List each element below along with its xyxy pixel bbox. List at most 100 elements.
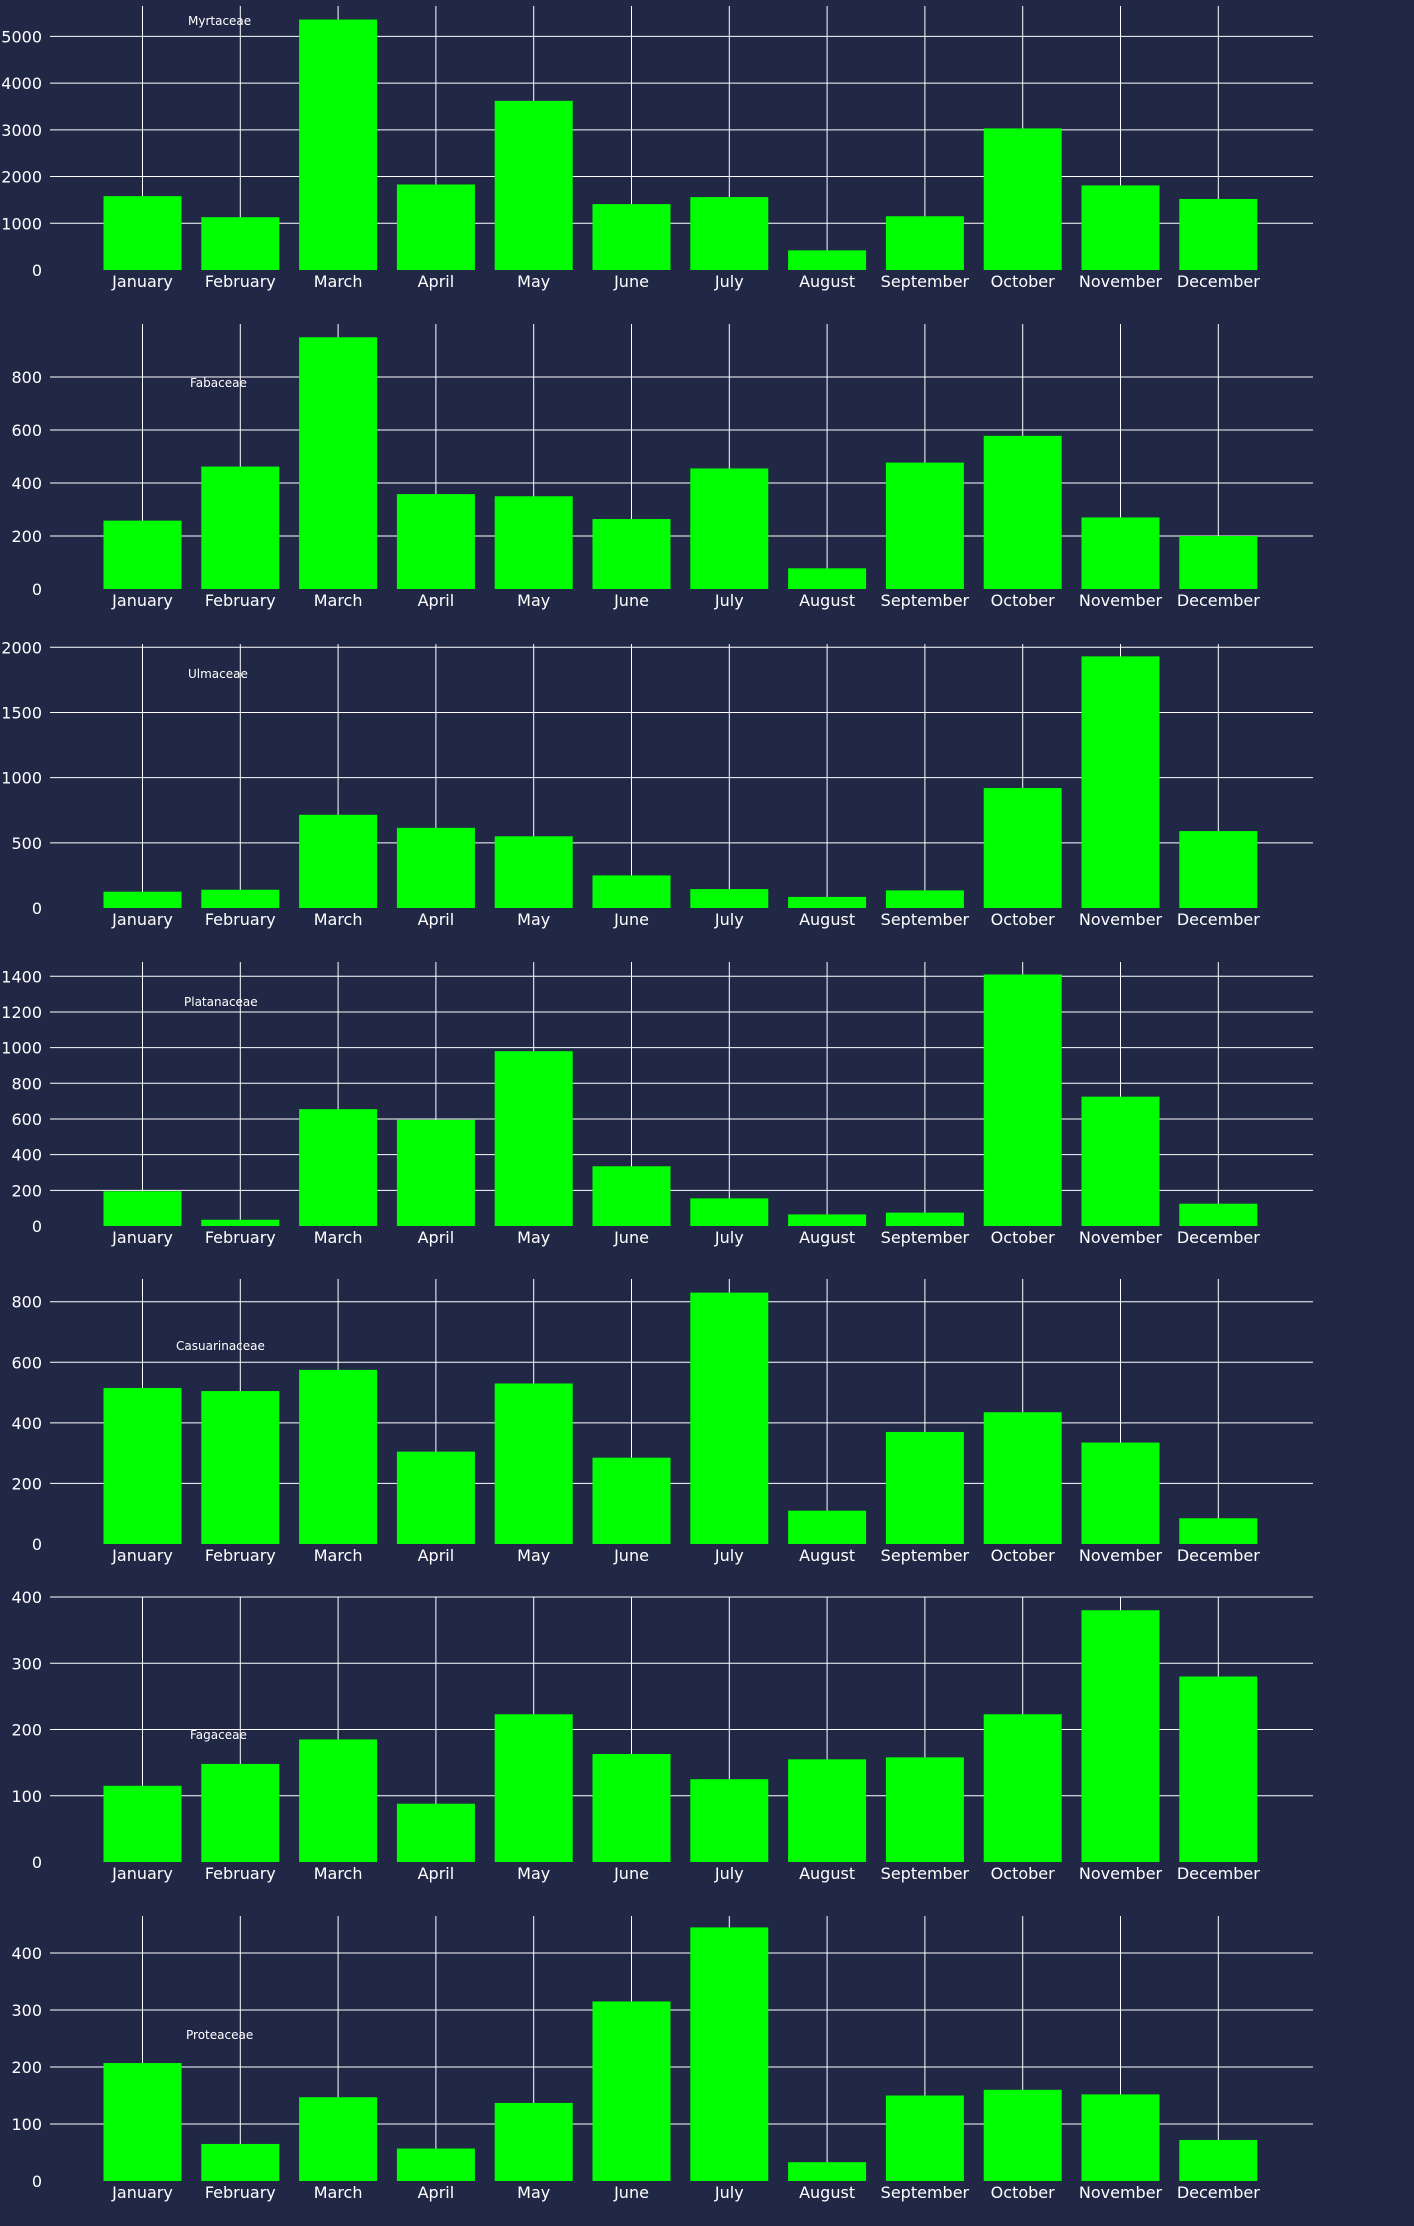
x-tick-label: January bbox=[111, 1546, 173, 1565]
y-tick-label: 4000 bbox=[1, 74, 42, 93]
bar-july bbox=[690, 1198, 769, 1226]
bar-august bbox=[788, 568, 867, 589]
bar-march bbox=[299, 1369, 378, 1544]
x-tick-label: April bbox=[418, 1546, 455, 1565]
bar-may bbox=[494, 836, 573, 908]
bar-april bbox=[396, 2148, 475, 2181]
x-tick-label: September bbox=[881, 2183, 970, 2202]
bar-june bbox=[592, 875, 671, 908]
x-tick-label: August bbox=[799, 272, 855, 291]
bar-may bbox=[494, 2102, 573, 2181]
x-tick-label: September bbox=[881, 910, 970, 929]
x-tick-label: November bbox=[1079, 910, 1163, 929]
bar-december bbox=[1179, 831, 1258, 908]
y-tick-label: 800 bbox=[11, 1293, 42, 1312]
x-tick-label: April bbox=[418, 1864, 455, 1883]
bar-june bbox=[592, 204, 671, 270]
x-tick-label: December bbox=[1177, 1228, 1260, 1247]
bar-october bbox=[983, 788, 1062, 908]
bar-december bbox=[1179, 1203, 1258, 1226]
x-tick-label: February bbox=[205, 1864, 276, 1883]
x-tick-label: November bbox=[1079, 1228, 1163, 1247]
bar-june bbox=[592, 519, 671, 589]
y-tick-label: 0 bbox=[32, 2172, 42, 2191]
bar-january bbox=[103, 1191, 182, 1226]
y-tick-label: 100 bbox=[11, 1787, 42, 1806]
x-tick-label: September bbox=[881, 1228, 970, 1247]
y-tick-label: 0 bbox=[32, 899, 42, 918]
y-tick-label: 400 bbox=[11, 1146, 42, 1165]
y-tick-label: 300 bbox=[11, 2001, 42, 2020]
bar-august bbox=[788, 896, 867, 908]
bar-april bbox=[396, 184, 475, 270]
y-tick-label: 400 bbox=[11, 1588, 42, 1607]
x-tick-label: December bbox=[1177, 2183, 1260, 2202]
y-tick-label: 1200 bbox=[1, 1003, 42, 1022]
y-tick-label: 0 bbox=[32, 1535, 42, 1554]
y-tick-label: 600 bbox=[11, 1110, 42, 1129]
x-tick-label: February bbox=[205, 1546, 276, 1565]
x-tick-label: January bbox=[111, 2183, 173, 2202]
chart-panel-7: 0 100 200 300 400 January February March April Ma… bbox=[11, 1916, 1313, 2202]
bar-february bbox=[201, 1219, 280, 1226]
bar-november bbox=[1081, 1610, 1160, 1862]
x-tick-label: August bbox=[799, 2183, 855, 2202]
bar-july bbox=[690, 197, 769, 270]
bar-november bbox=[1081, 656, 1160, 908]
bar-october bbox=[983, 1714, 1062, 1862]
y-tick-label: 200 bbox=[11, 1181, 42, 1200]
chart-panel-5: 0 200 400 600 800 January February March April Ma… bbox=[11, 1279, 1313, 1565]
chart-panel-2: 0 200 400 600 800 January February March April Ma… bbox=[11, 324, 1313, 610]
bar-april bbox=[396, 494, 475, 589]
x-tick-label: January bbox=[111, 910, 173, 929]
bar-november bbox=[1081, 2094, 1160, 2181]
x-tick-label: May bbox=[517, 2183, 550, 2202]
x-tick-label: August bbox=[799, 910, 855, 929]
bar-december bbox=[1179, 198, 1258, 270]
x-tick-label: June bbox=[613, 2183, 649, 2202]
y-tick-label: 800 bbox=[11, 1074, 42, 1093]
chart-panel-1: 0 1000 2000 3000 4000 5000 January February Marc… bbox=[1, 6, 1313, 291]
x-tick-label: January bbox=[111, 1864, 173, 1883]
bar-february bbox=[201, 217, 280, 270]
y-tick-label: 400 bbox=[11, 1414, 42, 1433]
bar-december bbox=[1179, 536, 1258, 589]
bar-november bbox=[1081, 185, 1160, 270]
bar-march bbox=[299, 337, 378, 589]
x-tick-label: December bbox=[1177, 1864, 1260, 1883]
y-tick-label: 200 bbox=[11, 527, 42, 546]
bar-november bbox=[1081, 1442, 1160, 1544]
bar-january bbox=[103, 1785, 182, 1862]
x-tick-label: October bbox=[991, 1546, 1055, 1565]
x-tick-label: April bbox=[418, 591, 455, 610]
y-tick-label: 1000 bbox=[1, 214, 42, 233]
x-tick-label: August bbox=[799, 591, 855, 610]
bar-july bbox=[690, 1927, 769, 2181]
x-tick-label: October bbox=[991, 1228, 1055, 1247]
y-tick-label: 2000 bbox=[1, 638, 42, 657]
bar-february bbox=[201, 466, 280, 589]
x-tick-label: June bbox=[613, 1228, 649, 1247]
x-tick-label: February bbox=[205, 1228, 276, 1247]
x-tick-label: October bbox=[991, 910, 1055, 929]
bar-july bbox=[690, 1292, 769, 1544]
x-tick-label: December bbox=[1177, 1546, 1260, 1565]
bar-january bbox=[103, 2063, 182, 2181]
x-tick-label: October bbox=[991, 2183, 1055, 2202]
x-tick-label: March bbox=[314, 1546, 363, 1565]
x-tick-label: May bbox=[517, 591, 550, 610]
y-tick-label: 300 bbox=[11, 1654, 42, 1673]
x-tick-label: July bbox=[714, 1228, 744, 1247]
x-tick-label: June bbox=[613, 1864, 649, 1883]
bar-august bbox=[788, 250, 867, 270]
panel-label: Myrtaceae bbox=[188, 14, 251, 28]
chart-panel-6: 0 100 200 300 400 January February March April Ma… bbox=[11, 1588, 1313, 1883]
bar-august bbox=[788, 1214, 867, 1226]
bar-september bbox=[885, 1757, 964, 1862]
panel-label: Casuarinaceae bbox=[176, 1339, 265, 1353]
x-tick-label: July bbox=[714, 2183, 744, 2202]
x-tick-label: July bbox=[714, 1546, 744, 1565]
bar-may bbox=[494, 1383, 573, 1544]
x-tick-label: July bbox=[714, 1864, 744, 1883]
bar-september bbox=[885, 1212, 964, 1226]
